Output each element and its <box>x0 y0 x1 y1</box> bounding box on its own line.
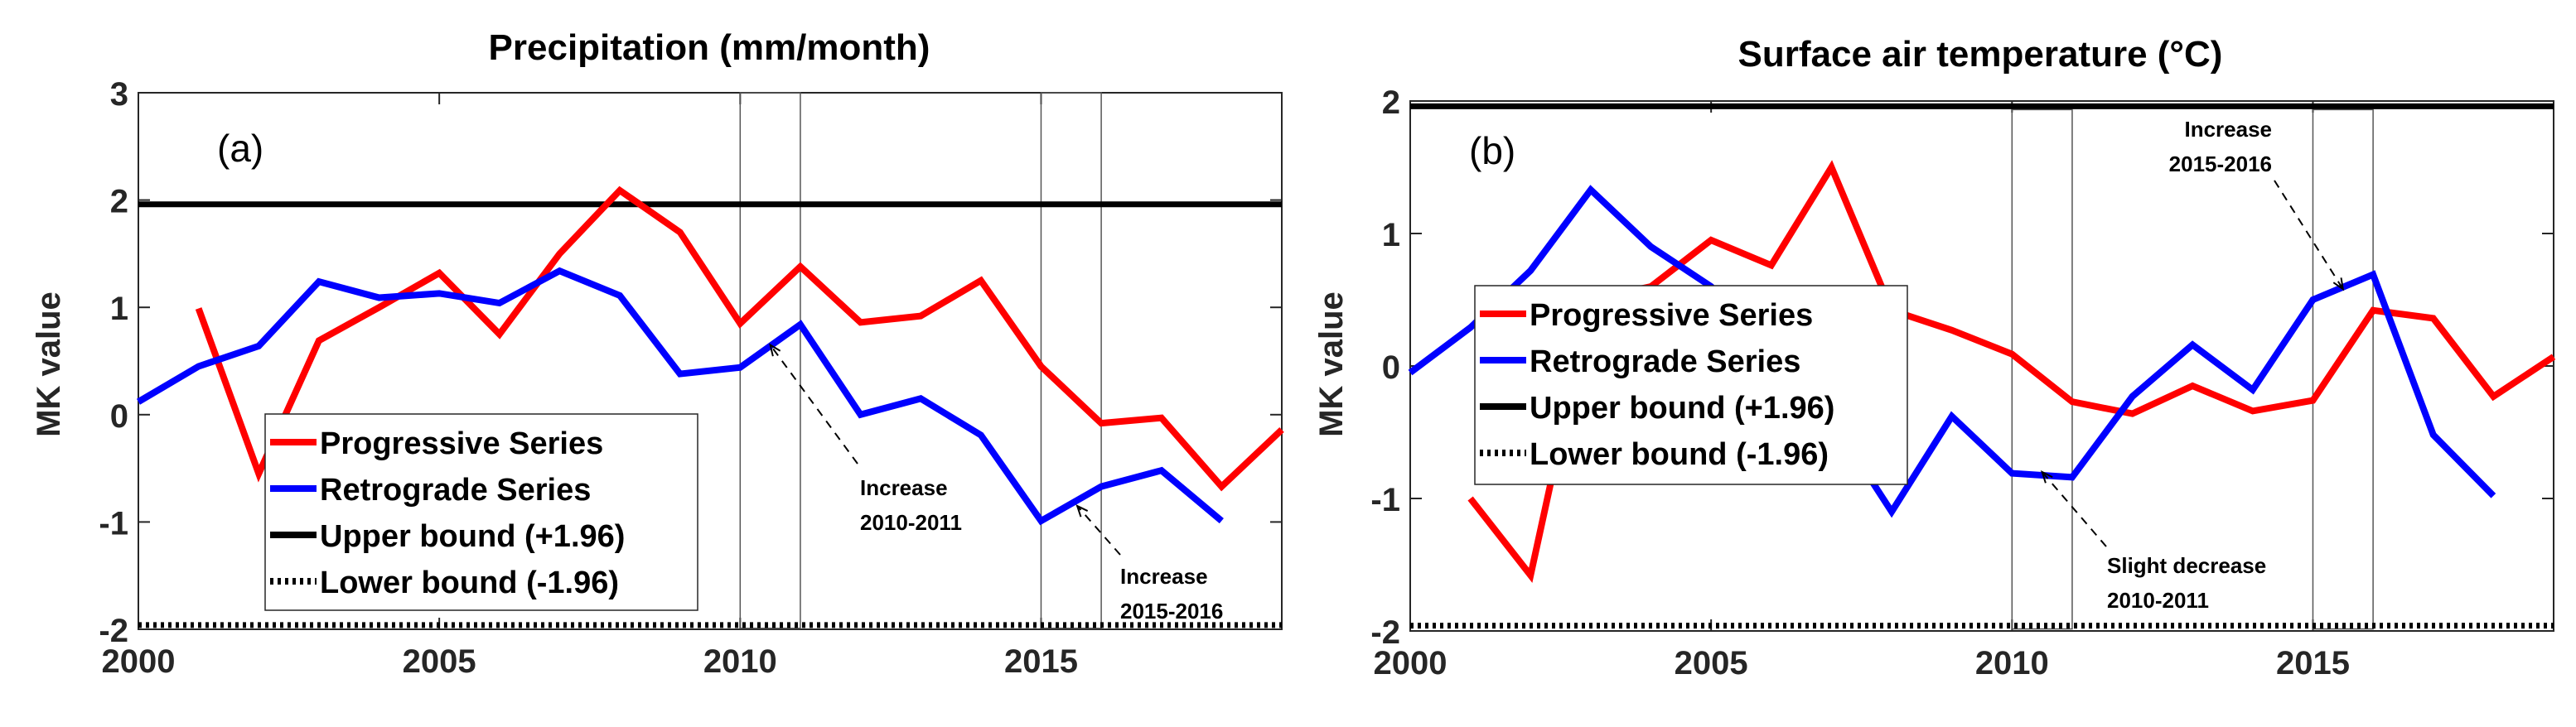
x-tick-label: 2010 <box>1975 645 2049 681</box>
legend: Progressive Series Retrograde Series Upper… <box>1474 285 1908 485</box>
legend: Progressive Series Retrograde Series Upper… <box>264 413 698 611</box>
legend-item: Progressive Series <box>1480 298 1813 333</box>
annotation-text: Increase <box>1120 564 1208 589</box>
y-tick-label: 0 <box>1382 349 1400 386</box>
x-tick-label: 2000 <box>102 643 176 680</box>
legend-label: Lower bound (-1.96) <box>320 566 619 600</box>
annotation-text: 2010-2011 <box>860 510 962 535</box>
x-tick-label: 2015 <box>2276 645 2350 681</box>
panel-label: (a) <box>217 127 263 170</box>
highlight-period-box <box>1040 92 1102 629</box>
highlight-period-box <box>2011 108 2073 630</box>
y-axis-label: MK value <box>1313 291 1350 437</box>
y-tick-label: 2 <box>110 184 128 220</box>
legend-item: Upper bound (+1.96) <box>270 519 625 554</box>
x-tick-label: 2005 <box>403 643 476 680</box>
legend-item: Upper bound (+1.96) <box>1480 391 1834 426</box>
y-tick-label: -1 <box>99 505 128 542</box>
plot-area <box>138 92 1283 630</box>
highlight-period-box <box>2312 108 2374 630</box>
legend-item: Lower bound (-1.96) <box>1480 437 1829 472</box>
legend-item: Retrograde Series <box>1480 344 1800 379</box>
annotation-text: 2015-2016 <box>1120 599 1223 623</box>
y-tick-label: 2 <box>1382 84 1400 121</box>
legend-item: Lower bound (-1.96) <box>270 566 619 600</box>
legend-box <box>264 413 698 611</box>
legend-label: Progressive Series <box>320 426 603 461</box>
annotation-arrow <box>1076 505 1121 556</box>
panel-a: Precipitation (mm/month) MK value (a) 20… <box>31 27 1284 680</box>
y-tick-label: 1 <box>110 291 128 327</box>
y-tick-label: 3 <box>110 76 128 113</box>
x-tick-label: 2005 <box>1675 645 1748 681</box>
annotation-arrow <box>769 344 858 465</box>
y-tick-label: 0 <box>110 398 128 435</box>
annotation-text: Slight decrease <box>2107 553 2266 578</box>
legend-label: Retrograde Series <box>1530 344 1800 379</box>
arrow-head-icon <box>2332 277 2345 291</box>
panel-label: (b) <box>1469 129 1515 172</box>
y-axis-label: MK value <box>31 291 67 437</box>
panel-b: Surface air temperature (°C) MK value (b… <box>1313 34 2556 681</box>
y-tick-label: -2 <box>99 613 128 649</box>
arrow-head-icon <box>2040 470 2053 484</box>
annotation-text: Increase <box>2184 117 2272 142</box>
retrograde-series-line <box>1408 185 2496 518</box>
annotation-text: 2010-2011 <box>2107 588 2209 613</box>
legend-box <box>1474 285 1908 485</box>
annotation-arrow <box>2041 471 2107 547</box>
progressive-series-line <box>195 185 1284 492</box>
x-tick-label: 2000 <box>1374 645 1447 681</box>
legend-label: Progressive Series <box>1530 298 1813 333</box>
x-tick-label: 2010 <box>703 643 777 680</box>
legend-label: Upper bound (+1.96) <box>1530 391 1834 426</box>
legend-item: Retrograde Series <box>270 473 591 508</box>
y-tick-label: 1 <box>1382 217 1400 253</box>
y-tick-label: -2 <box>1370 614 1400 651</box>
highlight-period-box <box>739 92 801 629</box>
arrow-head-icon <box>769 343 781 357</box>
annotation-arrow <box>2274 180 2344 290</box>
annotation-text: Increase <box>860 475 948 500</box>
legend-item: Progressive Series <box>270 426 603 461</box>
y-tick-label: -1 <box>1370 482 1400 518</box>
retrograde-series-line <box>136 267 1224 526</box>
chart-title: Precipitation (mm/month) <box>489 27 930 68</box>
legend-label: Upper bound (+1.96) <box>320 519 625 554</box>
annotation-text: 2015-2016 <box>2169 152 2272 176</box>
arrow-head-icon <box>1075 504 1089 518</box>
x-tick-label: 2015 <box>1004 643 1078 680</box>
chart-title: Surface air temperature (°C) <box>1738 34 2223 75</box>
legend-label: Retrograde Series <box>320 473 591 508</box>
legend-label: Lower bound (-1.96) <box>1530 437 1829 472</box>
